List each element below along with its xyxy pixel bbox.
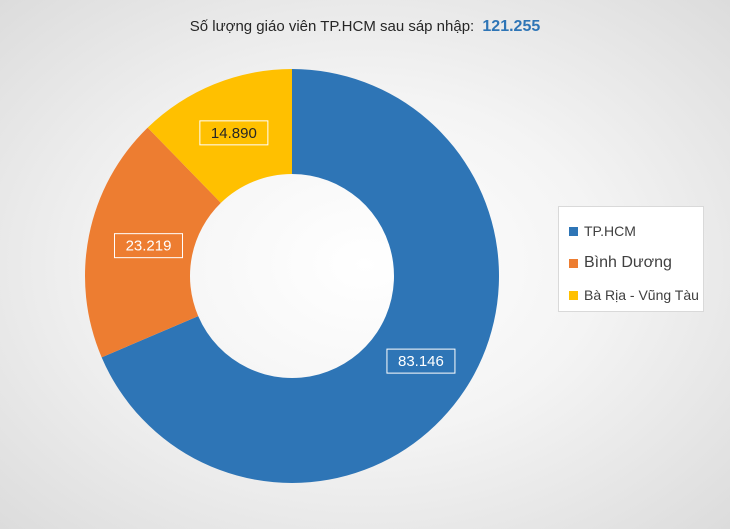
chart-legend: TP.HCM Bình Dương Bà Rịa - Vũng Tàu bbox=[558, 206, 704, 312]
data-label-text-binh-duong: 23.219 bbox=[126, 238, 172, 255]
legend-item-binh-duong: Bình Dương bbox=[569, 247, 703, 279]
data-label-binh-duong: 23.219 bbox=[114, 233, 184, 259]
legend-label-ba-ria-vung-tau: Bà Rịa - Vũng Tàu bbox=[584, 287, 699, 303]
data-label-tphcm: 83.146 bbox=[386, 348, 456, 374]
legend-label-tphcm: TP.HCM bbox=[584, 223, 636, 239]
data-label-box-binh-duong bbox=[114, 233, 184, 259]
legend-swatch-tphcm bbox=[569, 226, 578, 236]
chart-title: Số lượng giáo viên TP.HCM sau sáp nhập: … bbox=[0, 18, 730, 36]
legend-item-ba-ria-vung-tau: Bà Rịa - Vũng Tàu bbox=[569, 279, 703, 311]
legend-label-binh-duong: Bình Dương bbox=[584, 254, 672, 271]
legend-swatch-ba-ria-vung-tau bbox=[569, 290, 578, 300]
legend-item-tphcm: TP.HCM bbox=[569, 215, 703, 247]
data-label-box-tphcm bbox=[386, 348, 456, 374]
data-label-ba-ria-vung-tau: 14.890 bbox=[199, 120, 269, 146]
chart-title-prefix: Số lượng giáo viên TP.HCM sau sáp nhập: bbox=[189, 18, 475, 35]
donut-slice-tphcm bbox=[101, 69, 499, 483]
data-label-text-tphcm: 83.146 bbox=[398, 353, 444, 370]
chart-title-total: 121.255 bbox=[482, 18, 541, 35]
legend-swatch-binh-duong bbox=[569, 258, 578, 268]
data-label-box-ba-ria-vung-tau bbox=[199, 120, 269, 146]
data-label-text-ba-ria-vung-tau: 14.890 bbox=[211, 125, 257, 142]
